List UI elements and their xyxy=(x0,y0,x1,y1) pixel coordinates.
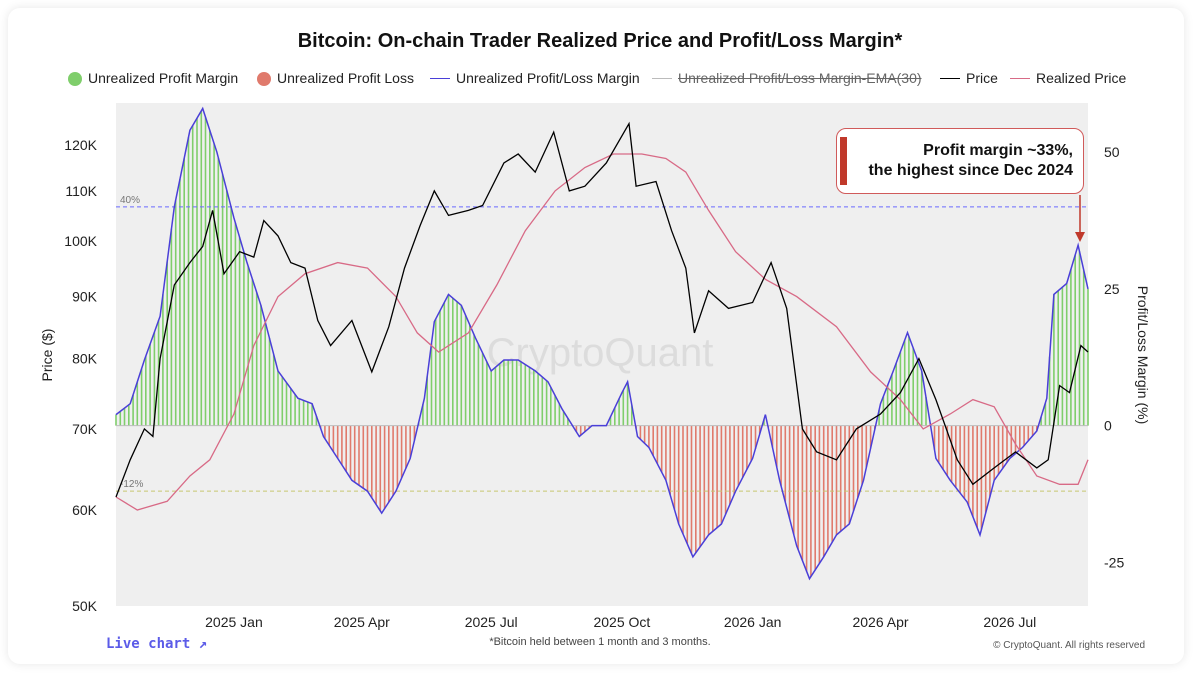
callout-line-2: the highest since Dec 2024 xyxy=(868,162,1073,179)
black-line-icon xyxy=(940,77,960,79)
y-tick-label: 70K xyxy=(72,421,98,437)
x-tick-label: 2025 Jul xyxy=(465,614,518,630)
watermark: CryptoQuant xyxy=(487,331,714,375)
green-dot-icon xyxy=(68,72,82,87)
red-dot-icon xyxy=(257,72,271,87)
y-tick-label: 120K xyxy=(64,137,97,153)
legend-item-margin-ema[interactable]: Unrealized Profit/Loss Margin-EMA(30) xyxy=(652,68,922,88)
x-tick-label: 2026 Jul xyxy=(983,614,1036,630)
y-tick-label: 110K xyxy=(65,183,97,199)
annotation-callout: Profit margin ~33%, the highest since De… xyxy=(836,128,1084,194)
copyright: © CryptoQuant. All rights reserved xyxy=(993,640,1145,651)
y2-axis-label: Profit/Loss Margin (%) xyxy=(1135,286,1151,424)
y2-tick-label: 0 xyxy=(1104,418,1112,434)
y2-tick-label: 25 xyxy=(1104,281,1120,297)
legend-label: Unrealized Profit/Loss Margin-EMA(30) xyxy=(678,70,922,86)
x-tick-label: 2026 Jan xyxy=(724,614,782,630)
legend-label: Unrealized Profit/Loss Margin xyxy=(456,70,640,86)
legend-label: Realized Price xyxy=(1036,70,1127,86)
callout-text: Profit margin ~33%, the highest since De… xyxy=(868,141,1073,181)
legend-item-profit-loss[interactable]: Unrealized Profit Loss xyxy=(257,68,414,88)
y-tick-label: 50K xyxy=(72,598,98,614)
legend-label: Unrealized Profit Margin xyxy=(88,70,239,86)
x-tick-label: 2026 Apr xyxy=(852,614,908,630)
arrow-head-icon xyxy=(1075,232,1085,242)
y2-tick-label: 50 xyxy=(1104,144,1120,160)
x-tick-label: 2025 Apr xyxy=(334,614,390,630)
legend-label: Price xyxy=(966,70,998,86)
x-tick-label: 2025 Jan xyxy=(205,614,263,630)
legend-label: Unrealized Profit Loss xyxy=(277,70,414,86)
legend-item-margin[interactable]: Unrealized Profit/Loss Margin xyxy=(430,68,640,88)
price-line xyxy=(115,121,1089,498)
legend-item-price[interactable]: Price xyxy=(940,68,998,88)
legend-item-realized-price[interactable]: Realized Price xyxy=(1010,68,1126,88)
pink-line-icon xyxy=(1010,77,1030,79)
y-tick-label: 100K xyxy=(64,233,97,249)
chart-title: Bitcoin: On-chain Trader Realized Price … xyxy=(297,30,903,52)
margin-series-line xyxy=(115,106,1089,581)
grey-line-icon xyxy=(652,77,672,79)
live-chart-link[interactable]: Live chart ↗ xyxy=(106,636,208,652)
y-axis-label: Price ($) xyxy=(39,329,55,382)
legend-item-profit-margin[interactable]: Unrealized Profit Margin xyxy=(68,68,238,88)
reference-line-label: 40% xyxy=(120,195,140,206)
y-tick-label: 90K xyxy=(72,289,98,305)
callout-accent-bar xyxy=(840,137,847,185)
realized-price-line xyxy=(115,153,1089,511)
y2-tick-label: -25 xyxy=(1104,554,1124,570)
reference-line-label: -12% xyxy=(120,479,143,490)
x-tick-label: 2025 Oct xyxy=(593,614,650,630)
y-tick-label: 60K xyxy=(72,502,98,518)
y-tick-label: 80K xyxy=(72,351,98,367)
callout-line-1: Profit margin ~33%, xyxy=(923,142,1073,159)
blue-line-icon xyxy=(430,77,450,79)
legend: Unrealized Profit Margin Unrealized Prof… xyxy=(0,68,1200,88)
footnote: *Bitcoin held between 1 month and 3 mont… xyxy=(489,636,711,648)
